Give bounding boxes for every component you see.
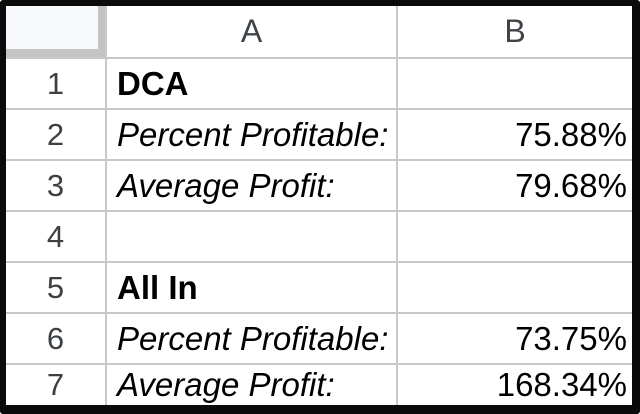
cell-a7[interactable]: Average Profit: bbox=[107, 365, 396, 405]
column-header-b[interactable]: B bbox=[398, 6, 632, 57]
column-header-b-label: B bbox=[504, 13, 526, 49]
row-header-2-label: 2 bbox=[46, 116, 65, 152]
row-header-4[interactable]: 4 bbox=[6, 212, 105, 261]
row-header-7[interactable]: 7 bbox=[6, 365, 105, 405]
cell-a3[interactable]: Average Profit: bbox=[107, 161, 396, 210]
row-header-6[interactable]: 6 bbox=[6, 314, 105, 363]
cell-a5[interactable]: All In bbox=[107, 263, 396, 312]
cell-a4[interactable] bbox=[107, 212, 396, 261]
cell-a6-text: Percent Profitable: bbox=[117, 319, 389, 357]
cell-a2-text: Percent Profitable: bbox=[117, 115, 389, 153]
cell-b7-text: 168.34% bbox=[496, 366, 627, 403]
row-header-5[interactable]: 5 bbox=[6, 263, 105, 312]
row-header-2[interactable]: 2 bbox=[6, 110, 105, 159]
cell-b6-text: 73.75% bbox=[515, 319, 627, 357]
row-header-5-label: 5 bbox=[46, 269, 65, 305]
row-header-3-label: 3 bbox=[46, 167, 65, 203]
cell-a6[interactable]: Percent Profitable: bbox=[107, 314, 396, 363]
cell-b7[interactable]: 168.34% bbox=[398, 365, 632, 405]
cell-b2[interactable]: 75.88% bbox=[398, 110, 632, 159]
cell-b2-text: 75.88% bbox=[515, 115, 627, 153]
cell-a2[interactable]: Percent Profitable: bbox=[107, 110, 396, 159]
column-header-a-label: A bbox=[240, 13, 263, 49]
spreadsheet-grid: A B 1 DCA 2 Percent Profitable: 75.88% 3 bbox=[6, 6, 632, 405]
row-header-1-label: 1 bbox=[46, 65, 65, 101]
row-header-3[interactable]: 3 bbox=[6, 161, 105, 210]
cell-a5-text: All In bbox=[117, 268, 198, 306]
row-header-7-label: 7 bbox=[46, 367, 65, 402]
row-header-6-label: 6 bbox=[46, 320, 65, 356]
cell-a3-text: Average Profit: bbox=[117, 166, 335, 204]
cell-b1[interactable] bbox=[398, 59, 632, 108]
cell-b6[interactable]: 73.75% bbox=[398, 314, 632, 363]
row-header-4-label: 4 bbox=[46, 218, 65, 254]
row-header-1[interactable]: 1 bbox=[6, 59, 105, 108]
cell-b5[interactable] bbox=[398, 263, 632, 312]
cell-b4[interactable] bbox=[398, 212, 632, 261]
column-header-a[interactable]: A bbox=[107, 6, 396, 57]
cell-a1[interactable]: DCA bbox=[107, 59, 396, 108]
cell-a7-text: Average Profit: bbox=[117, 366, 335, 403]
select-all-corner[interactable] bbox=[6, 6, 105, 57]
cell-b3[interactable]: 79.68% bbox=[398, 161, 632, 210]
cell-b3-text: 79.68% bbox=[515, 166, 627, 204]
cell-a1-text: DCA bbox=[117, 64, 189, 102]
